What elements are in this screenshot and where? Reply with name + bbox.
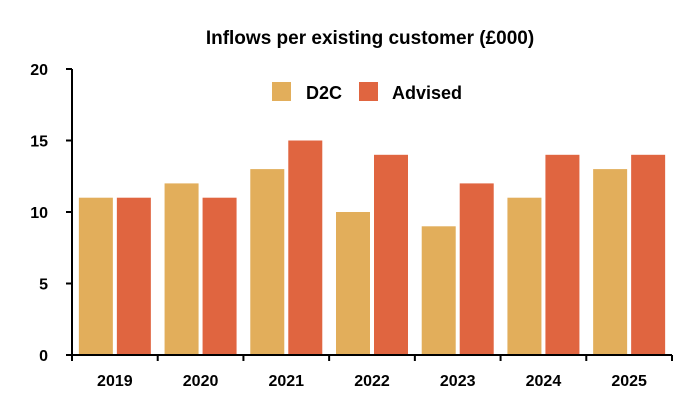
bar-advised-2024	[545, 154, 580, 355]
bar-advised-2021	[288, 140, 323, 355]
legend-swatch-advised	[359, 82, 378, 101]
bar-d2c-2021	[250, 169, 285, 355]
chart-title: Inflows per existing customer (£000)	[206, 28, 534, 49]
bar-d2c-2022	[336, 212, 370, 355]
x-tick-label: 2025	[611, 373, 647, 390]
y-tick-label: 0	[39, 348, 48, 365]
bar-advised-2020	[202, 197, 237, 355]
bar-d2c-2025	[593, 169, 628, 355]
bar-advised-2025	[631, 154, 666, 355]
x-tick-label: 2020	[183, 373, 219, 390]
x-tick-label: 2023	[440, 373, 476, 390]
bar-advised-2022	[374, 154, 408, 355]
legend-swatch-d2c	[272, 82, 291, 101]
legend-label-advised: Advised	[392, 83, 462, 103]
x-tick-label: 2022	[354, 373, 390, 390]
y-tick-label: 5	[39, 277, 48, 294]
y-tick-label: 10	[30, 205, 48, 222]
x-tick-label: 2019	[97, 373, 133, 390]
bar-d2c-2024	[507, 197, 542, 355]
y-tick-label: 15	[30, 134, 48, 151]
legend-label-d2c: D2C	[306, 83, 342, 103]
axes-layer: 0 5 10 15 20 2019 2020 2021 2022 2023 2024 2025	[30, 62, 673, 390]
legend: D2C Advised	[272, 82, 462, 103]
bar-d2c-2023	[421, 226, 456, 355]
bar-advised-2019	[116, 197, 151, 355]
bar-advised-2023	[459, 183, 494, 355]
y-tick-label: 20	[30, 62, 48, 79]
x-tick-label: 2024	[526, 373, 562, 390]
bar-d2c-2019	[78, 197, 113, 355]
bar-d2c-2020	[164, 183, 199, 355]
x-tick-label: 2021	[268, 373, 304, 390]
bars-layer	[78, 140, 666, 355]
